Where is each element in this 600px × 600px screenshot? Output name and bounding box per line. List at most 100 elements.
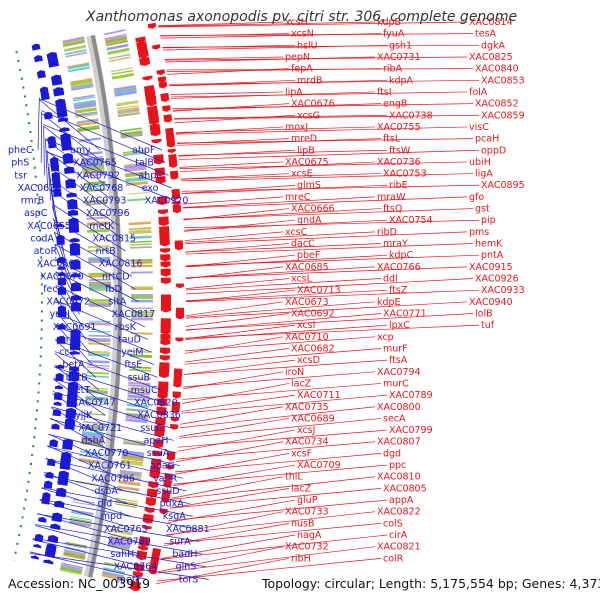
feature-band bbox=[63, 549, 86, 556]
forward-gene-arrow bbox=[159, 356, 170, 361]
forward-label-leader bbox=[182, 196, 284, 205]
forward-gene-label: XAC0736 bbox=[377, 157, 421, 168]
forward-label-leader bbox=[169, 79, 296, 87]
reverse-label-leader bbox=[48, 434, 181, 467]
feature-band bbox=[114, 87, 137, 94]
forward-gene-label: colS bbox=[383, 518, 403, 529]
feature-band bbox=[116, 100, 139, 107]
forward-gene-label: XAC0800 bbox=[377, 402, 421, 413]
reverse-gene-arrow bbox=[39, 86, 49, 94]
forward-gene-label: mreD bbox=[291, 134, 317, 145]
forward-gene-arrow bbox=[160, 294, 171, 303]
feature-band bbox=[74, 107, 97, 114]
forward-label-leader bbox=[185, 266, 376, 279]
forward-gene-arrow bbox=[175, 283, 184, 289]
forward-gene-label: ubiH bbox=[469, 157, 491, 168]
reverse-gene-label: dsbA bbox=[82, 435, 106, 446]
reverse-gene-arrow bbox=[34, 55, 43, 63]
forward-label-leader bbox=[177, 429, 296, 452]
feature-band bbox=[129, 368, 152, 372]
forward-gene-label: xcsC bbox=[285, 227, 308, 238]
forward-gene-arrow bbox=[156, 398, 168, 407]
feature-band bbox=[88, 337, 111, 340]
feature-band bbox=[71, 84, 94, 90]
feature-band bbox=[130, 259, 153, 262]
reverse-gene-label: phS bbox=[11, 158, 29, 169]
forward-gene-arrow bbox=[159, 347, 171, 355]
forward-gene-label: XAC0732 bbox=[285, 542, 329, 553]
reverse-gene-label: XAC0721 bbox=[78, 423, 122, 434]
forward-label-leader bbox=[158, 546, 376, 574]
forward-gene-label: cirA bbox=[389, 530, 408, 541]
forward-label-leader bbox=[181, 184, 296, 194]
reverse-gene-arrow bbox=[40, 91, 50, 101]
feature-band bbox=[71, 85, 94, 91]
reverse-label-leader bbox=[46, 151, 175, 201]
feature-band bbox=[105, 40, 128, 47]
forward-label-leader bbox=[173, 114, 480, 120]
forward-gene-arrow bbox=[157, 209, 169, 215]
forward-label-leader bbox=[181, 394, 388, 414]
forward-label-leader bbox=[177, 138, 382, 146]
forward-gene-label: kdpE bbox=[377, 297, 401, 308]
feature-band bbox=[119, 471, 142, 478]
feature-band bbox=[87, 364, 110, 367]
forward-gene-arrow bbox=[158, 218, 169, 226]
forward-gene-arrow bbox=[160, 248, 171, 253]
forward-gene-label: ftsW bbox=[389, 145, 411, 156]
forward-label-leader bbox=[170, 91, 284, 95]
forward-label-leader bbox=[168, 499, 388, 522]
reverse-label-leader bbox=[52, 203, 126, 252]
forward-label-leader bbox=[173, 114, 388, 119]
feature-band bbox=[62, 38, 85, 45]
reverse-gene-arrow bbox=[57, 479, 68, 486]
reverse-gene-label: ssuD bbox=[156, 486, 179, 497]
feature-band bbox=[72, 501, 95, 507]
feature-band bbox=[86, 375, 109, 378]
forward-label-leader bbox=[180, 173, 474, 182]
forward-label-leader bbox=[183, 371, 376, 388]
feature-band bbox=[64, 549, 86, 555]
reverse-gene-label: yeiM bbox=[121, 347, 143, 358]
forward-gene-arrow bbox=[168, 154, 177, 163]
reverse-gene-arrow bbox=[70, 261, 81, 270]
reverse-gene-arrow bbox=[47, 54, 59, 63]
forward-gene-arrow bbox=[156, 406, 167, 416]
reverse-gene-label: XAC0836 bbox=[137, 410, 181, 421]
forward-label-leader bbox=[167, 499, 296, 524]
forward-gene-arrow bbox=[169, 423, 179, 430]
forward-gene-label: gst bbox=[475, 204, 490, 215]
feature-band bbox=[70, 515, 93, 521]
forward-label-leader bbox=[178, 418, 382, 439]
feature-band bbox=[129, 235, 152, 239]
forward-gene-arrow bbox=[152, 450, 163, 457]
feature-band bbox=[127, 395, 150, 399]
feature-band bbox=[125, 413, 148, 418]
reverse-gene-arrow bbox=[49, 440, 58, 448]
feature-band bbox=[77, 127, 100, 133]
forward-label-leader bbox=[164, 56, 468, 61]
feature-band bbox=[101, 574, 124, 581]
feature-band bbox=[117, 106, 140, 112]
reverse-label-leader bbox=[50, 191, 61, 239]
reverse-gene-label: XAC0747 bbox=[72, 398, 116, 409]
forward-strand-labels: xcsHxcsNhslUpepNfepAmrdBlipAXAC0676xcsGm… bbox=[156, 17, 525, 585]
feature-band bbox=[120, 132, 143, 139]
reverse-gene-arrow bbox=[53, 190, 62, 198]
reverse-gene-label: XAC0770 bbox=[85, 448, 129, 459]
feature-band bbox=[117, 112, 140, 117]
forward-label-leader bbox=[156, 557, 290, 585]
feature-band bbox=[120, 130, 143, 135]
feature-band bbox=[117, 108, 140, 114]
feature-band bbox=[119, 127, 142, 132]
forward-gene-label: lolB bbox=[475, 308, 493, 319]
forward-gene-arrow bbox=[154, 169, 166, 177]
reverse-gene-arrow bbox=[67, 391, 78, 400]
feature-band bbox=[64, 49, 87, 56]
forward-gene-label: pcaH bbox=[475, 134, 499, 145]
feature-band bbox=[61, 562, 84, 569]
forward-gene-arrow bbox=[157, 76, 167, 83]
forward-gene-arrow bbox=[160, 254, 171, 261]
reverse-label-leader bbox=[55, 271, 142, 315]
feature-band bbox=[110, 67, 133, 73]
